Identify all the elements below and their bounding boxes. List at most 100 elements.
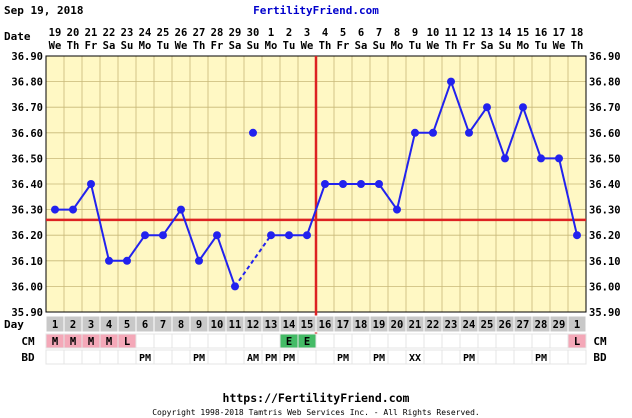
cm-cell [405, 333, 425, 349]
date-label: 27 [193, 27, 206, 39]
cycle-day-label: 12 [247, 319, 260, 331]
temperature-point [519, 103, 527, 112]
weekday-label: Mo [391, 40, 404, 52]
weekday-label: Th [571, 40, 584, 52]
cycle-day-label: 11 [229, 319, 242, 331]
date-label: 17 [553, 27, 566, 39]
temperature-point [213, 231, 221, 240]
cm-cell [261, 333, 281, 349]
y-tick-label-left: 35.90 [11, 307, 43, 319]
bd-value: PM [265, 353, 277, 364]
cm-cell [513, 333, 533, 349]
cycle-day-label: 17 [337, 319, 350, 331]
bd-cell [171, 349, 191, 365]
temperature-line-segment [522, 106, 542, 159]
temperature-point [555, 154, 563, 163]
bd-value: PM [535, 353, 547, 364]
temperature-point [231, 282, 239, 291]
cm-cell [225, 333, 245, 349]
weekday-label: Th [67, 40, 80, 52]
day-row-label: Day [4, 318, 24, 331]
date-label: 15 [517, 27, 530, 39]
temperature-line-segment [306, 183, 326, 236]
temperature-point [429, 128, 437, 137]
date-label: 9 [412, 27, 418, 39]
discarded-temperature-point [249, 128, 257, 137]
cm-cell [315, 333, 335, 349]
cycle-day-label: 18 [355, 319, 368, 331]
cm-cell [477, 333, 497, 349]
temperature-point [321, 180, 329, 188]
bd-cell [81, 349, 101, 365]
cm-value: M [106, 336, 112, 348]
date-label: 25 [157, 27, 170, 39]
cycle-day-label: 13 [265, 319, 278, 331]
bd-cell [477, 349, 497, 365]
temperature-point [357, 180, 365, 188]
weekday-label: Fr [211, 40, 224, 52]
y-tick-label-right: 36.50 [589, 153, 621, 165]
weekday-label: Su [373, 40, 386, 52]
weekday-label: Sa [103, 40, 116, 52]
temperature-point [177, 205, 185, 214]
weekday-label: Fr [337, 40, 350, 52]
temperature-line-segment [432, 81, 452, 134]
date-label: 21 [85, 27, 98, 39]
temperature-point [339, 180, 347, 188]
weekday-label: Mo [517, 40, 530, 52]
temperature-line-segment [558, 158, 578, 236]
cycle-day-label: 7 [160, 319, 166, 331]
bd-cell [297, 349, 317, 365]
y-tick-label-left: 36.00 [11, 281, 43, 293]
temperature-point [501, 154, 509, 163]
weekday-label: Th [193, 40, 206, 52]
bd-value: XX [409, 353, 421, 364]
cycle-day-label: 8 [178, 319, 184, 331]
weekday-label: We [553, 40, 566, 52]
temperature-line-segment [396, 132, 416, 210]
temperature-point [375, 180, 383, 188]
weekday-label: Sa [481, 40, 494, 52]
cycle-day-label: 25 [481, 319, 494, 331]
cycle-day-label: 19 [373, 319, 386, 331]
temperature-point [537, 154, 545, 163]
date-label: 19 [49, 27, 62, 39]
cycle-day-label: 15 [301, 319, 314, 331]
cm-cell [423, 333, 443, 349]
temperature-point [105, 256, 113, 265]
cm-row-label-right: CM [593, 335, 607, 348]
cm-cell [171, 333, 191, 349]
weekday-label: Mo [139, 40, 152, 52]
weekday-label: We [301, 40, 314, 52]
site-name: FertilityFriend.com [253, 4, 379, 17]
bd-value: PM [463, 353, 475, 364]
temperature-line-segment [378, 183, 398, 211]
chart-date: Sep 19, 2018 [4, 4, 83, 17]
date-label: 23 [121, 27, 134, 39]
cm-value: M [70, 336, 76, 348]
temperature-point [285, 231, 293, 240]
y-tick-label-right: 36.80 [589, 77, 621, 89]
bd-cell [351, 349, 371, 365]
temperature-point [267, 231, 275, 240]
cm-value: M [88, 336, 94, 348]
temperature-line-segment [126, 234, 146, 262]
bd-cell [567, 349, 587, 365]
bd-value: PM [373, 353, 385, 364]
date-label: 1 [268, 27, 274, 39]
temperature-line-segment [486, 106, 506, 159]
bd-cell [423, 349, 443, 365]
cycle-day-label: 21 [409, 319, 422, 331]
weekday-label: Mo [265, 40, 278, 52]
bd-cell [495, 349, 515, 365]
date-label: 26 [175, 27, 188, 39]
temperature-point [573, 231, 581, 240]
cm-cell [189, 333, 209, 349]
cycle-day-label: 1 [52, 319, 58, 331]
y-tick-label-left: 36.10 [11, 256, 43, 268]
temperature-line-segment [90, 183, 110, 262]
weekday-label: Sa [355, 40, 368, 52]
weekday-label: We [175, 40, 188, 52]
cycle-day-label: 20 [391, 319, 404, 331]
cycle-day-label: 6 [142, 319, 148, 331]
